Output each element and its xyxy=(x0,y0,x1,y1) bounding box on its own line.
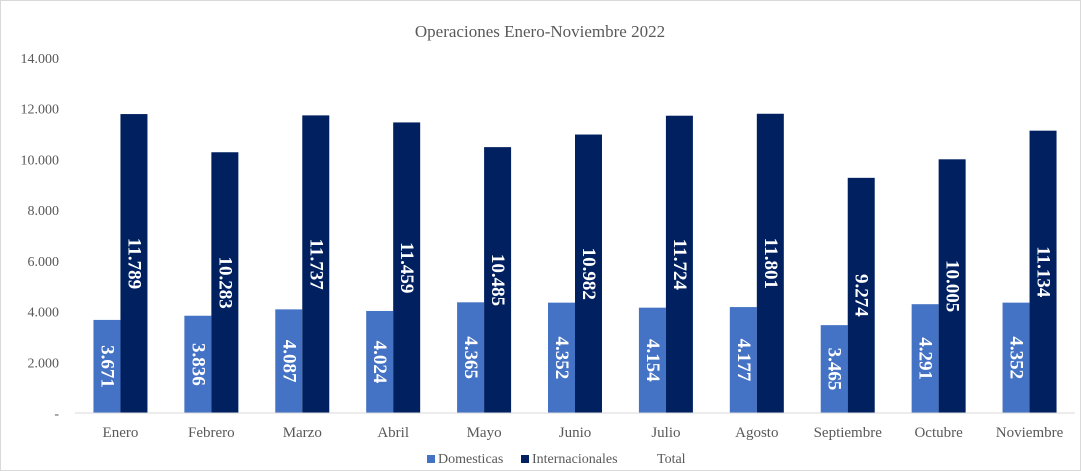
x-axis-categories: Enero Febrero Marzo Abril Mayo Junio Julio Agos… xyxy=(103,425,1064,441)
y-tick-label: 2.000 xyxy=(28,356,60,371)
bar-domesticas xyxy=(366,310,394,413)
data-label: 4.087 xyxy=(278,340,299,383)
data-label: 4.352 xyxy=(1006,336,1027,379)
data-label: 3.671 xyxy=(96,345,117,388)
legend-swatch xyxy=(646,455,654,463)
data-label: 11.134 xyxy=(1033,246,1054,298)
legend-swatch xyxy=(427,455,435,463)
bar-internacionales xyxy=(575,134,602,413)
x-category-label: Marzo xyxy=(283,425,322,441)
data-label: 10.982 xyxy=(578,248,599,300)
bar-domesticas xyxy=(729,307,757,413)
data-label: 4.352 xyxy=(551,336,572,379)
chart-title: Operaciones Enero-Noviembre 2022 xyxy=(415,22,665,41)
bar-internacionales xyxy=(1029,130,1057,413)
x-category-label: Enero xyxy=(103,425,139,441)
bar-internacionales xyxy=(756,113,784,413)
bars: 3.671 3.836 4.087 4.024 4.365 4.352 4.154 4.177… xyxy=(93,113,1057,414)
x-category-label: Abril xyxy=(377,425,409,441)
bar-internacionales xyxy=(484,147,512,413)
data-label: 9.274 xyxy=(851,274,872,317)
data-label: 11.801 xyxy=(760,238,781,289)
bar-internacionales xyxy=(120,114,148,414)
data-label: 11.737 xyxy=(305,239,326,291)
x-category-label: Noviembre xyxy=(996,425,1064,441)
bar-domesticas xyxy=(93,319,121,413)
legend-swatch xyxy=(521,455,529,463)
x-category-label: Mayo xyxy=(467,425,502,441)
data-label: 3.836 xyxy=(187,343,208,386)
bar-domesticas xyxy=(457,302,485,413)
y-axis-ticks: - 2.000 4.000 6.000 8.000 10.000 12.000 14.000 xyxy=(21,52,60,422)
bar-domesticas xyxy=(820,325,848,413)
bar-internacionales xyxy=(665,115,693,413)
y-tick-label: 14.000 xyxy=(21,52,60,67)
data-label: 10.485 xyxy=(487,254,508,306)
x-category-label: Agosto xyxy=(735,425,778,441)
y-tick-label: - xyxy=(54,407,59,422)
legend-label: Internacionales xyxy=(532,452,618,467)
bar-internacionales xyxy=(938,159,966,413)
y-tick-label: 8.000 xyxy=(28,204,60,219)
bar-domesticas xyxy=(911,304,939,413)
bar-internacionales xyxy=(302,115,330,414)
y-tick-label: 10.000 xyxy=(21,153,60,168)
bar-domesticas xyxy=(1002,302,1030,413)
legend-label: Domesticas xyxy=(438,452,503,467)
data-label: 3.465 xyxy=(824,348,845,391)
data-label: 4.024 xyxy=(369,341,390,384)
bar-internacionales xyxy=(393,122,421,414)
data-label: 11.724 xyxy=(669,239,690,291)
data-label: 11.789 xyxy=(123,238,144,289)
x-category-label: Junio xyxy=(559,425,592,441)
legend-label: Total xyxy=(657,452,686,467)
y-tick-label: 6.000 xyxy=(28,255,60,270)
data-label: 4.154 xyxy=(642,339,663,382)
x-category-label: Octubre xyxy=(914,425,963,441)
bar-internacionales xyxy=(211,152,239,413)
legend: Domesticas Internacionales Total xyxy=(427,452,686,467)
x-category-label: Febrero xyxy=(188,425,235,441)
data-label: 4.177 xyxy=(733,339,754,382)
bar-domesticas xyxy=(548,302,575,413)
bar-domesticas xyxy=(638,307,666,413)
data-label: 10.283 xyxy=(214,257,235,309)
data-label: 11.459 xyxy=(396,242,417,293)
bar-domesticas xyxy=(184,315,212,413)
x-category-label: Septiembre xyxy=(814,425,883,441)
y-tick-label: 4.000 xyxy=(28,306,60,321)
y-tick-label: 12.000 xyxy=(21,103,60,118)
bar-internacionales xyxy=(847,177,875,413)
data-label: 10.005 xyxy=(942,260,963,312)
x-category-label: Julio xyxy=(651,425,680,441)
bar-domesticas xyxy=(275,309,303,413)
data-label: 4.365 xyxy=(460,336,481,379)
data-label: 4.291 xyxy=(915,337,936,380)
